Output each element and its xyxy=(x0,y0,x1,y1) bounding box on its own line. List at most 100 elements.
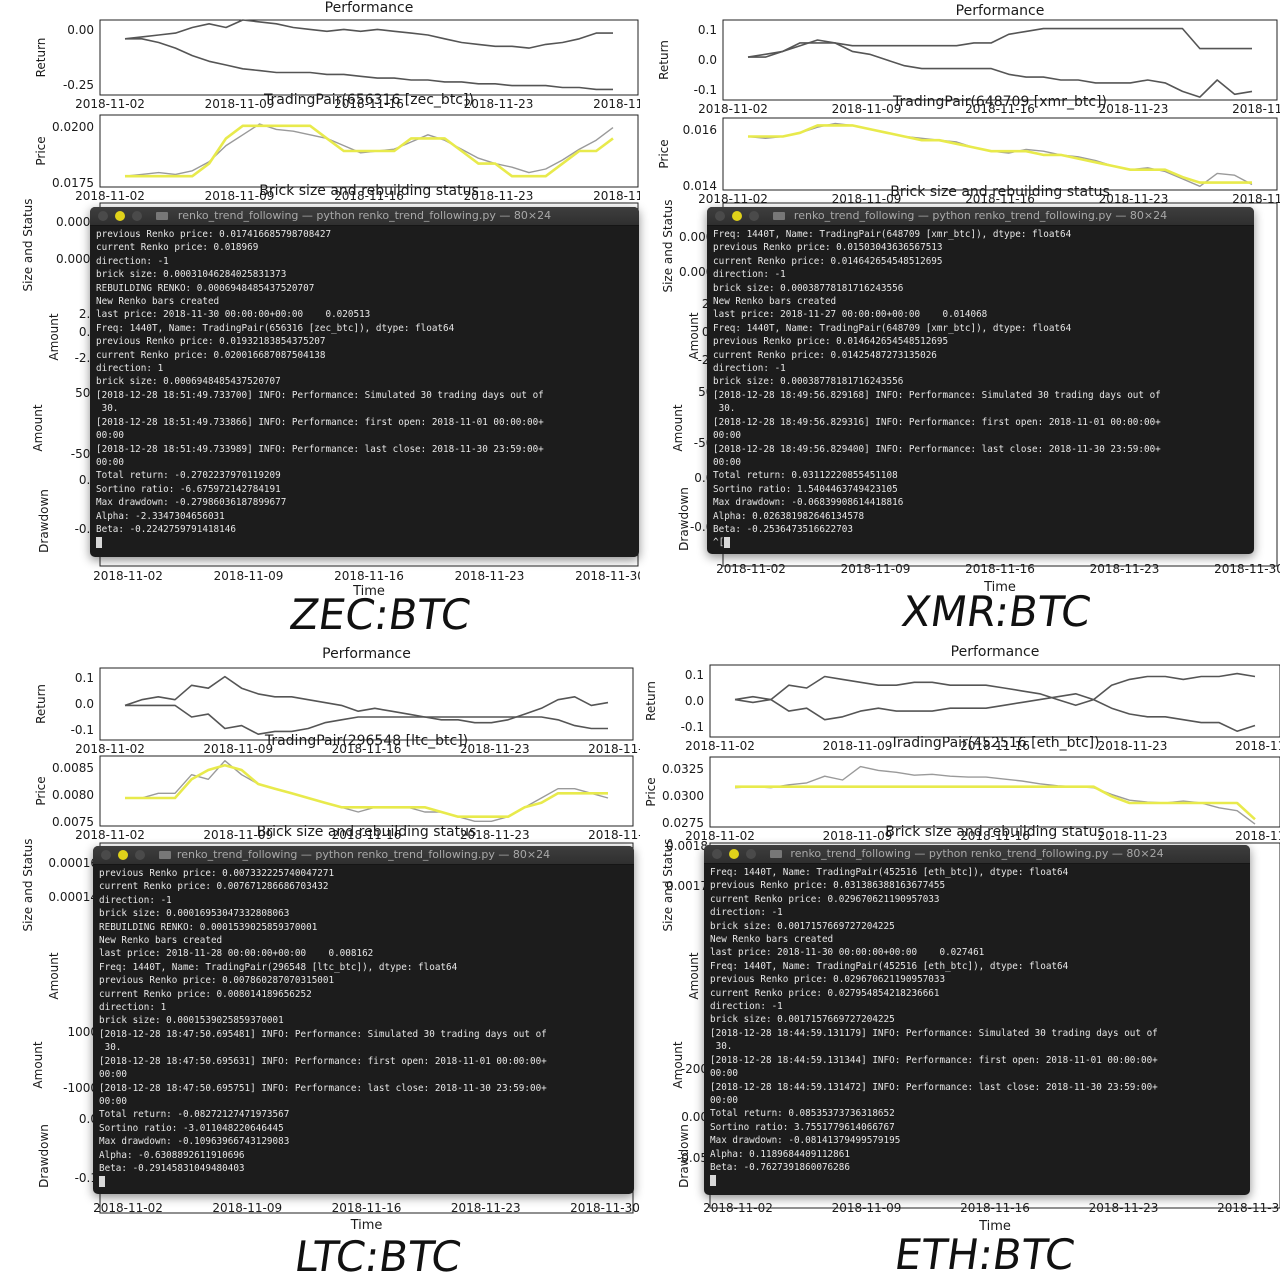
price-title: TradingPair(452516 [eth_btc]) xyxy=(889,735,1099,751)
price-title: TradingPair(296548 [ltc_btc]) xyxy=(264,733,468,749)
close-button[interactable] xyxy=(101,850,111,860)
close-button[interactable] xyxy=(715,211,725,221)
terminal-line: direction: -1 xyxy=(99,894,172,906)
terminal-line: 00:00 xyxy=(713,456,741,468)
performance-series-line xyxy=(124,675,609,724)
terminal-line: 30. xyxy=(96,403,119,415)
folder-icon xyxy=(770,850,782,858)
terminal-window[interactable]: renko_trend_following — python renko_tre… xyxy=(93,846,634,1194)
price-xtick: 2018-11-09 xyxy=(832,192,902,206)
perf-xtick: 2018-11-02 xyxy=(75,742,145,756)
xlabel: Time xyxy=(350,1218,383,1233)
performance-axes xyxy=(99,19,639,96)
terminal-line: brick size: 0.0017157669727204225 xyxy=(710,1014,895,1026)
pair-caption: XMR:BTC xyxy=(898,587,1094,636)
terminal-line: previous Renko price: 0.0078602870703150… xyxy=(99,975,335,987)
performance-title: Performance xyxy=(951,644,1040,660)
price-axes xyxy=(709,756,1280,828)
terminal-line: 30. xyxy=(710,1041,733,1053)
subplot-ylabel: Amount xyxy=(687,312,701,359)
close-button[interactable] xyxy=(98,211,108,221)
minimize-button[interactable] xyxy=(729,849,739,859)
brick-title: Brick size and rebuilding status xyxy=(259,183,479,199)
subplot-ylabel: Drawdown xyxy=(37,1124,51,1188)
price-ytick: 0.0275 xyxy=(662,816,704,830)
minimize-button[interactable] xyxy=(115,211,125,221)
terminal-line: current Renko price: 0.02795485421823666… xyxy=(710,987,940,999)
price-xtick: 2018-11-02 xyxy=(685,829,755,843)
brick-title: Brick size and rebuilding status xyxy=(257,824,477,840)
xtick: 2018-11-23 xyxy=(1090,562,1160,576)
perf-xtick: 2018-11-09 xyxy=(203,742,273,756)
pair-caption: ETH:BTC xyxy=(891,1230,1078,1279)
terminal-titlebar[interactable]: renko_trend_following — python renko_tre… xyxy=(707,207,1254,226)
terminal-window[interactable]: renko_trend_following — python renko_tre… xyxy=(704,845,1250,1195)
terminal-window[interactable]: renko_trend_following — python renko_tre… xyxy=(90,207,639,557)
zoom-button[interactable] xyxy=(135,850,145,860)
price-ytick: 0.0175 xyxy=(52,176,94,190)
terminal-line: 00:00 xyxy=(99,1095,127,1107)
subplot-ylabel: Amount xyxy=(47,952,61,999)
terminal-line: Max drawdown: -0.08141379499579195 xyxy=(710,1135,901,1147)
perf-xtick: 2018-11-30 xyxy=(1235,739,1280,753)
zoom-button[interactable] xyxy=(746,849,756,859)
price-xtick: 2018-11-30 xyxy=(593,189,640,203)
terminal-line: [2018-12-28 18:47:50.695631] INFO: Perfo… xyxy=(99,1055,547,1067)
terminal-line: direction: -1 xyxy=(710,907,783,919)
terminal-output[interactable]: previous Renko price: 0.0073322257400472… xyxy=(93,865,634,1189)
terminal-line: [2018-12-28 18:51:49.733700] INFO: Perfo… xyxy=(96,389,544,401)
subplot-ytick: 0.0017 xyxy=(666,879,708,893)
terminal-line: 00:00 xyxy=(710,1068,738,1080)
close-button[interactable] xyxy=(712,849,722,859)
panel-zec-btc: Performance TradingPair(656316 [zec_btc])… xyxy=(0,0,640,640)
terminal-line: 30. xyxy=(99,1042,122,1054)
terminal-line: Sortino ratio: 1.5404463749423105 xyxy=(713,483,898,495)
zoom-button[interactable] xyxy=(132,211,142,221)
terminal-prompt-line[interactable] xyxy=(96,536,633,549)
terminal-line: brick size: 0.00038778181716243556 xyxy=(713,376,904,388)
terminal-line: Sortino ratio: -3.011048220646445 xyxy=(99,1122,284,1134)
terminal-titlebar[interactable]: renko_trend_following — python renko_tre… xyxy=(704,845,1250,864)
terminal-line: New Renko bars created xyxy=(713,296,837,308)
terminal-titlebar[interactable]: renko_trend_following — python renko_tre… xyxy=(90,207,639,226)
perf-xtick: 2018-11-30 xyxy=(588,742,640,756)
perf-ylabel: Return xyxy=(34,684,48,724)
terminal-line: New Renko bars created xyxy=(99,935,223,947)
terminal-line: previous Renko price: 0.0296706211909570… xyxy=(710,974,946,986)
terminal-prompt-line[interactable]: ^[ xyxy=(713,536,1248,549)
minimize-button[interactable] xyxy=(732,211,742,221)
terminal-line: Sortino ratio: 3.7551779614066767 xyxy=(710,1121,895,1133)
terminal-prompt-line[interactable] xyxy=(710,1174,1244,1187)
terminal-line: last price: 2018-11-27 00:00:00+00:00 0.… xyxy=(713,309,988,321)
price-xtick: 2018-11-16 xyxy=(334,189,404,203)
terminal-line: [2018-12-28 18:49:56.829316] INFO: Perfo… xyxy=(713,416,1161,428)
terminal-window[interactable]: renko_trend_following — python renko_tre… xyxy=(707,207,1254,554)
terminal-output[interactable]: Freq: 1440T, Name: TradingPair(648709 [x… xyxy=(707,226,1254,550)
perf-xtick: 2018-11-16 xyxy=(332,742,402,756)
terminal-line: previous Renko price: 0.0073322257400472… xyxy=(99,868,335,879)
zoom-button[interactable] xyxy=(749,211,759,221)
terminal-prompt-line[interactable] xyxy=(99,1175,628,1188)
price-xtick: 2018-11-23 xyxy=(1098,829,1168,843)
terminal-output[interactable]: previous Renko price: 0.0174166857987084… xyxy=(90,226,639,550)
terminal-titlebar[interactable]: renko_trend_following — python renko_tre… xyxy=(93,846,634,865)
terminal-line: [2018-12-28 18:49:56.829400] INFO: Perfo… xyxy=(713,443,1161,455)
terminal-line: Freq: 1440T, Name: TradingPair(656316 [z… xyxy=(96,322,455,334)
xtick: 2018-11-16 xyxy=(332,1201,402,1215)
brick-title: Brick size and rebuilding status xyxy=(885,824,1105,840)
terminal-line: Alpha: 0.1189684409112861 xyxy=(710,1148,850,1160)
price-ytick: 0.0085 xyxy=(52,761,94,775)
performance-series-line xyxy=(734,692,1256,732)
terminal-output[interactable]: Freq: 1440T, Name: TradingPair(452516 [e… xyxy=(704,864,1250,1188)
price-title: TradingPair(648709 [xmr_btc]) xyxy=(892,94,1107,110)
perf-ytick: 0.1 xyxy=(698,23,717,37)
perf-xtick: 2018-11-09 xyxy=(823,739,893,753)
perf-ylabel: Return xyxy=(657,40,671,80)
perf-xtick: 2018-11-23 xyxy=(1099,102,1169,116)
terminal-line: Freq: 1440T, Name: TradingPair(452516 [e… xyxy=(710,867,1069,878)
terminal-line: 00:00 xyxy=(96,430,124,442)
minimize-button[interactable] xyxy=(118,850,128,860)
perf-ytick: 0.0 xyxy=(75,697,94,711)
terminal-line: [2018-12-28 18:47:50.695481] INFO: Perfo… xyxy=(99,1028,547,1040)
perf-xtick: 2018-11-16 xyxy=(960,739,1030,753)
